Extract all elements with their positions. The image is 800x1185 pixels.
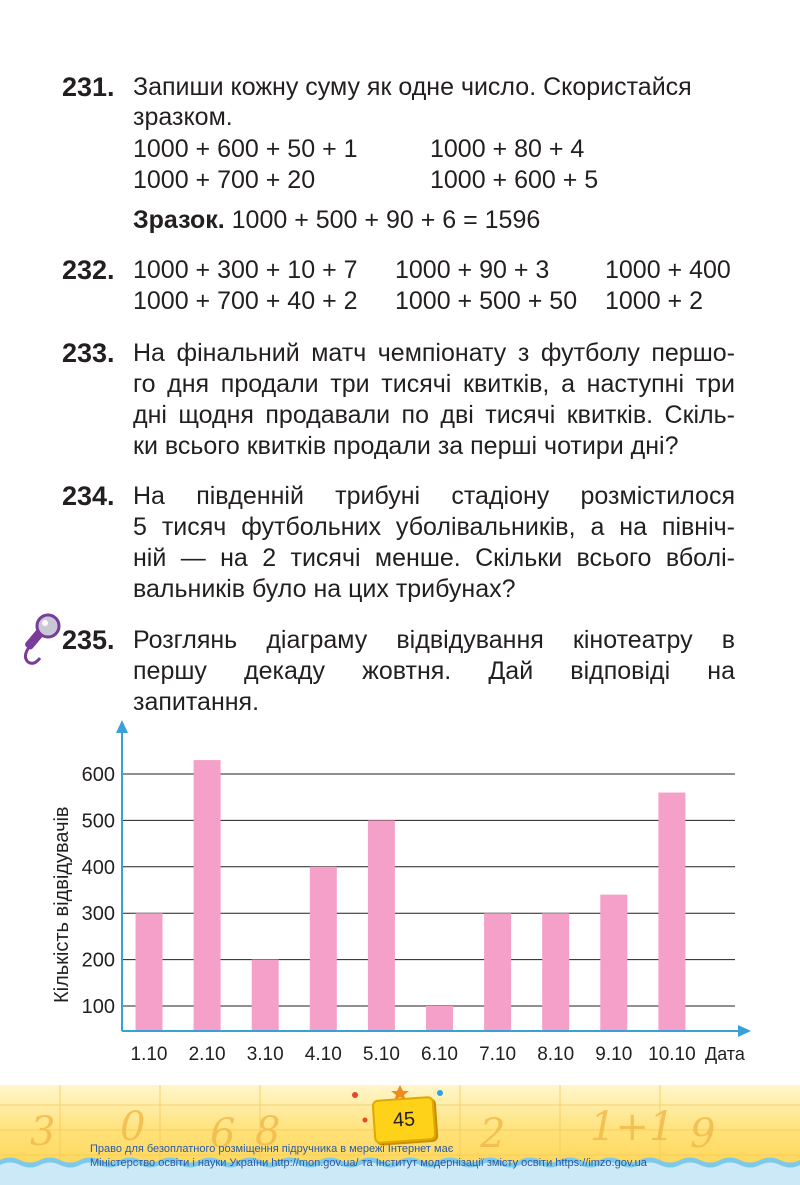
task-text-line: зразком. — [133, 103, 233, 131]
task-text-line: Запиши кожну суму як одне число. Скорист… — [133, 73, 692, 101]
x-tick-label: 9.10 — [595, 1044, 632, 1065]
svg-text:6: 6 — [210, 1111, 235, 1157]
bar-10.10 — [658, 792, 686, 1031]
sum-expression: 1000 + 700 + 40 + 2 — [133, 287, 358, 315]
grid-lines — [122, 773, 735, 1007]
task-number: 234. — [62, 481, 115, 511]
y-axis-label: Кількість відвідувачів — [51, 806, 73, 1003]
svg-text:1+1: 1+1 — [590, 1104, 674, 1150]
sum-expression: 1000 + 2 — [605, 287, 704, 315]
task-text-line: першу декаду жовтня. Дай відповіді на — [133, 657, 735, 685]
bar-4.10 — [309, 866, 337, 1031]
y-tick-label: 200 — [82, 950, 115, 972]
footer-line: Міністерство освіти і науки України http… — [90, 1157, 647, 1169]
x-axis-label: Дата — [705, 1044, 746, 1064]
x-tick-label: 3.10 — [247, 1044, 284, 1065]
sum-expression: 1000 + 500 + 50 — [395, 287, 578, 315]
svg-text:9: 9 — [690, 1111, 715, 1157]
x-tick-label: 4.10 — [305, 1044, 342, 1065]
sum-expression: 1000 + 400 — [605, 256, 731, 284]
x-tick-label: 7.10 — [479, 1044, 516, 1065]
y-tick-label: 500 — [82, 810, 115, 832]
task-number: 231. — [62, 72, 115, 102]
sum-expression: 1000 + 600 + 50 + 1 — [133, 135, 358, 163]
task-text-line: дні щодня продавали по дві тисячі квиткі… — [133, 401, 735, 429]
sum-expression: 1000 + 90 + 3 — [395, 256, 550, 284]
x-tick-labels: 1.10 2.10 3.10 4.10 5.10 6.10 7.10 8.10 9.10 10.1… — [131, 1044, 696, 1065]
svg-text:2: 2 — [479, 1111, 505, 1157]
bar-9.10 — [600, 894, 628, 1031]
task-text-line: запитання. — [133, 688, 260, 716]
bar-8.10 — [542, 913, 570, 1031]
y-tick-labels: 100 200 300 400 500 600 — [82, 764, 115, 1018]
bar-1.10 — [135, 913, 163, 1031]
bars — [135, 760, 686, 1031]
task-text-line: ки всього квитків продали за перші чотир… — [133, 432, 679, 460]
x-tick-label: 6.10 — [421, 1044, 458, 1065]
y-tick-label: 400 — [82, 857, 115, 879]
microphone-icon — [18, 612, 62, 671]
svg-text:3: 3 — [30, 1109, 55, 1155]
task-number: 232. — [62, 255, 115, 285]
axes — [116, 720, 751, 1037]
attendance-bar-chart: 100 200 300 400 500 600 1.10 2.10 3.10 4.10 5.10 6… — [51, 720, 751, 1065]
bar-6.10 — [426, 1006, 453, 1031]
page-number: 45 — [371, 1095, 437, 1145]
example-line: Зразок. 1000 + 500 + 90 + 6 = 1596 — [133, 205, 540, 236]
x-tick-label: 1.10 — [131, 1044, 168, 1065]
task-text-line: го дня продали три тисячі квитків, а нас… — [133, 370, 735, 398]
x-tick-label: 10.10 — [648, 1044, 696, 1065]
sum-expression: 1000 + 700 + 20 — [133, 166, 316, 194]
x-tick-label: 8.10 — [537, 1044, 574, 1065]
task-number: 233. — [62, 338, 115, 368]
bar-7.10 — [484, 913, 512, 1031]
footer-line: Право для безоплатного розміщення підруч… — [90, 1143, 454, 1155]
task-text-line: вальників було на цих трибунах? — [133, 575, 516, 603]
task-text-line: На фінальний матч чемпіонату з футболу п… — [133, 339, 735, 367]
svg-text:8: 8 — [255, 1109, 280, 1155]
bar-5.10 — [367, 820, 395, 1031]
x-axis-arrow — [738, 1025, 751, 1037]
y-tick-label: 600 — [82, 764, 115, 786]
y-tick-label: 100 — [82, 996, 115, 1018]
example-label: Зразок. — [133, 206, 225, 234]
sum-expression: 1000 + 80 + 4 — [430, 135, 585, 163]
task-text-line: 5 тисяч футбольних уболівальників, а на … — [133, 513, 735, 541]
task-text-line: ній — на 2 тисячі менше. Скільки всього … — [133, 544, 735, 572]
sum-expression: 1000 + 300 + 10 + 7 — [133, 256, 358, 284]
bar-3.10 — [251, 959, 279, 1031]
example-text: 1000 + 500 + 90 + 6 = 1596 — [224, 206, 541, 234]
sum-expression: 1000 + 600 + 5 — [430, 166, 599, 194]
bar-2.10 — [193, 760, 221, 1031]
task-text-line: Розглянь діаграму відвідування кінотеатр… — [133, 626, 735, 654]
y-tick-label: 300 — [82, 903, 115, 925]
svg-text:0: 0 — [120, 1104, 145, 1150]
x-tick-label: 5.10 — [363, 1044, 400, 1065]
x-tick-label: 2.10 — [189, 1044, 226, 1065]
task-number: 235. — [62, 625, 115, 655]
y-axis-arrow — [116, 720, 128, 733]
task-text-line: На південній трибуні стадіону розмістило… — [133, 482, 735, 510]
